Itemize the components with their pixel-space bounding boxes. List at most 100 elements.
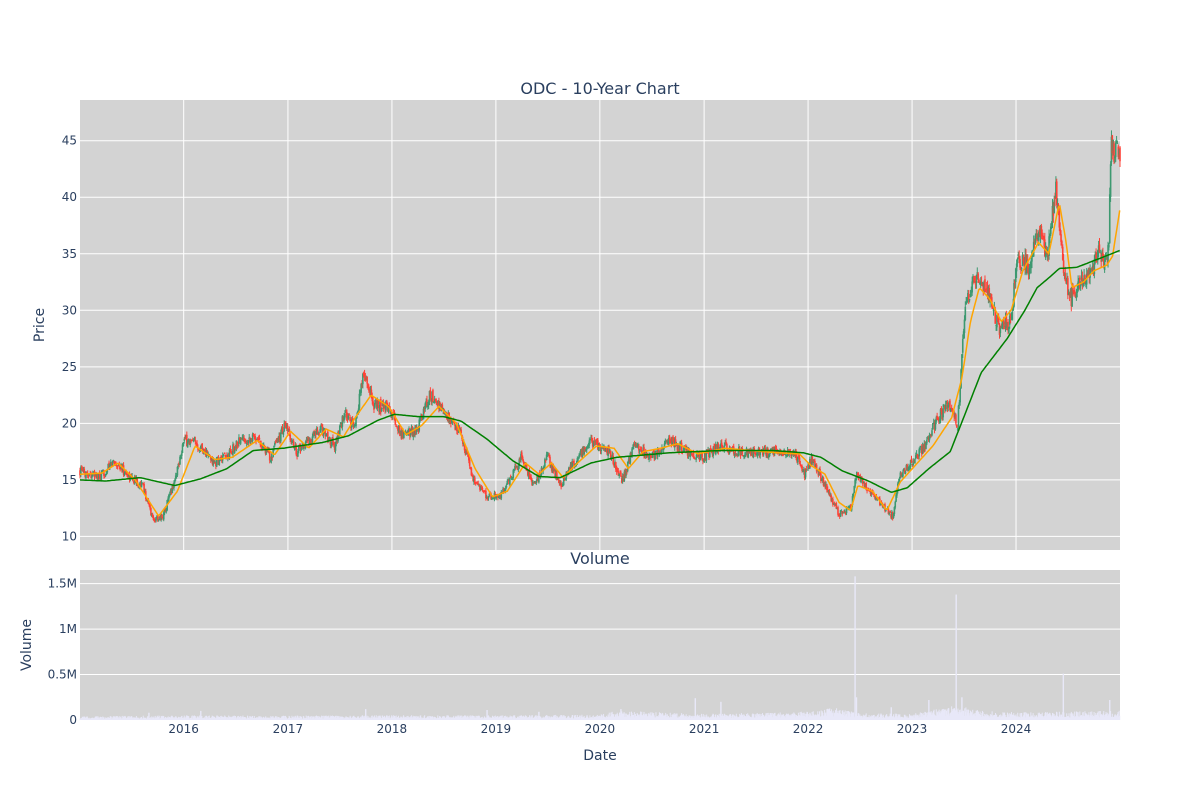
volume-bar [126, 718, 128, 720]
candle-body [950, 407, 953, 409]
candle-body [814, 465, 817, 468]
volume-bar [951, 706, 953, 720]
volume-bar [473, 716, 475, 720]
candle-body [1093, 259, 1096, 275]
candle-body [923, 443, 926, 452]
volume-bar [441, 716, 443, 720]
volume-bar [724, 716, 726, 720]
volume-bar [525, 715, 527, 720]
volume-bar [178, 718, 180, 720]
volume-bar [156, 716, 158, 720]
candle-body [1049, 234, 1051, 238]
candle-body [596, 440, 598, 442]
volume-bar [936, 712, 938, 720]
volume-bar [491, 715, 493, 720]
candle-body [724, 442, 726, 445]
volume-bar [668, 715, 670, 720]
candle-body [345, 409, 348, 418]
volume-bar [330, 715, 332, 720]
volume-bar [421, 717, 423, 720]
candle-body [357, 408, 360, 411]
volume-bar [526, 715, 528, 720]
volume-bar [969, 710, 971, 720]
volume-bar [102, 716, 104, 720]
candle-body [986, 286, 989, 298]
volume-bar [1106, 716, 1108, 720]
volume-bar [877, 714, 879, 720]
volume-bar [572, 715, 574, 720]
candle-body [820, 473, 822, 482]
volume-bar [81, 716, 83, 720]
volume-bar [621, 711, 623, 720]
candle-body [720, 443, 722, 448]
volume-bar [896, 716, 898, 720]
volume-bar [217, 716, 219, 720]
candle-body [487, 496, 490, 499]
volume-bar [446, 715, 448, 720]
volume-bar [1049, 713, 1051, 720]
volume-bar [744, 716, 746, 720]
volume-bar [697, 714, 699, 720]
candle-body [938, 418, 940, 422]
volume-bar [111, 716, 113, 720]
candle-body [936, 416, 938, 420]
volume-bar [652, 713, 654, 720]
volume-bar [436, 718, 438, 720]
candle-body [982, 283, 985, 291]
candle-body [623, 471, 626, 481]
candle-body [289, 434, 292, 440]
volume-bar [583, 715, 585, 720]
volume-bar [1093, 712, 1095, 720]
volume-bar [1087, 714, 1089, 720]
volume-bar [151, 716, 153, 720]
volume-bar [803, 716, 805, 720]
volume-bar [991, 714, 993, 720]
candle-body [918, 449, 920, 457]
candle-body [217, 457, 220, 465]
volume-bar [366, 715, 368, 720]
candle-body [585, 446, 588, 450]
volume-bar [576, 717, 578, 720]
volume-bar [1074, 716, 1076, 720]
volume-bar [641, 711, 643, 720]
volume-bar [794, 713, 796, 720]
volume-bar [579, 715, 581, 720]
volume-bar [588, 718, 590, 720]
volume-bar [248, 717, 250, 720]
candle-body [492, 498, 495, 500]
candle-body [206, 451, 209, 456]
volume-bar [119, 718, 121, 720]
candle-body [213, 460, 215, 462]
candle-body [256, 438, 259, 441]
candle-body [366, 376, 368, 384]
candle-body [1118, 149, 1120, 155]
volume-bar [258, 717, 260, 720]
volume-bar [194, 717, 196, 720]
volume-bar [731, 715, 733, 720]
candle-body [153, 519, 156, 522]
volume-bar [846, 716, 848, 720]
candle-body [240, 438, 243, 440]
candle-body [212, 459, 215, 465]
candle-body [983, 281, 985, 289]
volume-bar [129, 718, 131, 720]
volume-bar [188, 718, 190, 720]
volume-bar [809, 712, 811, 720]
candle-body [301, 445, 303, 448]
candle-body [755, 453, 757, 455]
candle-body [754, 453, 756, 455]
candle-body [1082, 280, 1085, 286]
candle-body [1102, 259, 1105, 268]
volume-bar [797, 715, 799, 720]
volume-bar [487, 715, 489, 720]
volume-bar [493, 717, 495, 720]
candle-body [670, 440, 673, 445]
candle-body [150, 514, 153, 517]
candle-body [362, 372, 365, 376]
volume-bar [912, 715, 914, 720]
volume-bar [747, 713, 749, 720]
volume-bar [595, 716, 597, 720]
volume-bar [137, 717, 139, 720]
volume-bar [422, 717, 424, 720]
candle-body [800, 464, 803, 468]
